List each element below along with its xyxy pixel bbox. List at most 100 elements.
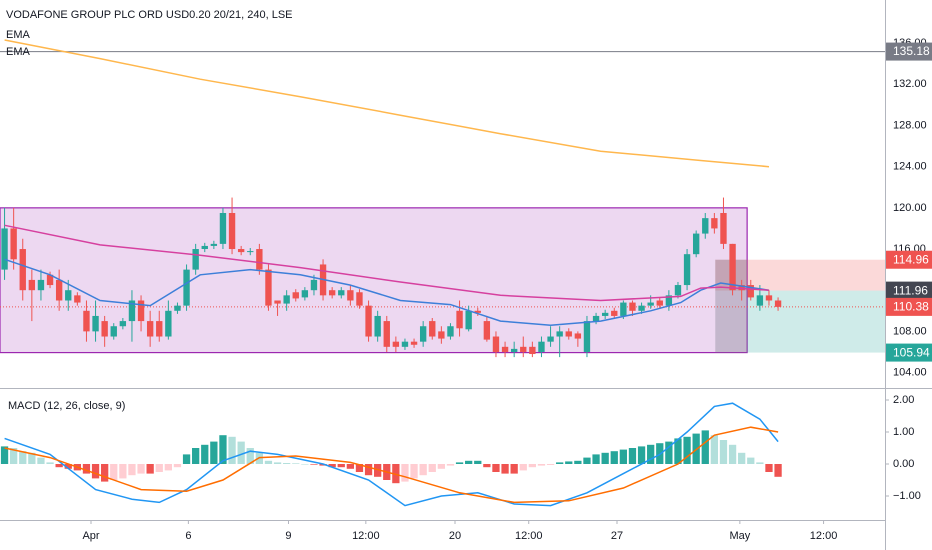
histogram-bar bbox=[528, 464, 537, 468]
x-tick-label: 6 bbox=[185, 530, 191, 542]
candle-body bbox=[165, 310, 172, 337]
histogram-bar bbox=[537, 464, 546, 466]
histogram-bar bbox=[210, 441, 218, 464]
candle-body bbox=[55, 279, 63, 301]
histogram-bar bbox=[201, 444, 209, 464]
x-tick-label: Apr bbox=[82, 530, 99, 542]
candle-body bbox=[429, 321, 436, 337]
histogram-bar bbox=[519, 464, 527, 471]
candle-body bbox=[520, 346, 527, 352]
candle-body bbox=[665, 295, 673, 306]
price-label-box bbox=[886, 297, 932, 316]
histogram-bar bbox=[292, 463, 300, 464]
candle-body bbox=[620, 302, 627, 316]
histogram-bar bbox=[765, 464, 773, 472]
histogram-bar bbox=[119, 464, 127, 479]
candle-body bbox=[647, 302, 654, 306]
histogram-bar bbox=[574, 460, 582, 464]
histogram-bar bbox=[246, 448, 254, 464]
price-label: 111.96 bbox=[893, 283, 928, 297]
candle-body bbox=[547, 336, 554, 342]
candle-body bbox=[501, 346, 509, 352]
candle-body bbox=[419, 326, 427, 342]
histogram-bar bbox=[28, 452, 36, 464]
histogram-bar bbox=[283, 463, 291, 464]
indicator-line bbox=[4, 39, 770, 168]
candle-body bbox=[401, 341, 409, 347]
candle-body bbox=[747, 285, 754, 298]
plot-area bbox=[0, 39, 885, 507]
histogram-bar bbox=[628, 448, 637, 464]
histogram-bar bbox=[401, 464, 409, 482]
price-label-box bbox=[886, 281, 932, 300]
histogram-bar bbox=[146, 464, 154, 474]
candle-body bbox=[702, 218, 709, 234]
candle-body bbox=[611, 310, 618, 316]
candle-body bbox=[92, 315, 99, 332]
legend-entry: EMA bbox=[6, 29, 31, 41]
indicator-line bbox=[4, 402, 779, 507]
histogram-bar bbox=[492, 464, 500, 472]
candle-body bbox=[310, 279, 318, 291]
histogram-bar bbox=[683, 436, 691, 464]
candle-body bbox=[137, 300, 145, 322]
x-tick-label: 27 bbox=[611, 530, 623, 542]
candle-body bbox=[601, 312, 609, 316]
candle-body bbox=[492, 336, 500, 352]
y-tick-label: 132.00 bbox=[893, 78, 927, 90]
histogram-bar bbox=[110, 464, 118, 480]
histogram-bar bbox=[674, 438, 682, 464]
candle-body bbox=[210, 243, 218, 246]
candle-body bbox=[465, 310, 472, 330]
candle-body bbox=[365, 305, 372, 337]
candle-body bbox=[219, 212, 227, 244]
candle-body bbox=[192, 249, 199, 270]
histogram-bar bbox=[565, 461, 573, 464]
indicator-line bbox=[4, 426, 779, 504]
histogram-bar bbox=[101, 464, 109, 482]
candle-body bbox=[183, 269, 190, 306]
histogram-bar bbox=[738, 452, 746, 464]
x-tick-label: 20 bbox=[449, 530, 461, 542]
histogram-bar bbox=[228, 436, 236, 464]
histogram-bar bbox=[428, 464, 436, 472]
candle-body bbox=[510, 348, 518, 352]
histogram-bar bbox=[137, 464, 145, 474]
candle-body bbox=[65, 290, 72, 301]
candle-body bbox=[529, 346, 536, 355]
x-tick-label: 12:00 bbox=[810, 530, 838, 542]
candle-body bbox=[28, 279, 36, 291]
candle-body bbox=[74, 295, 81, 303]
x-tick-label: 9 bbox=[285, 530, 291, 542]
candle-body bbox=[447, 326, 454, 337]
histogram-bar bbox=[310, 464, 318, 465]
candle-body bbox=[374, 315, 381, 337]
candle-body bbox=[19, 249, 26, 291]
histogram-bar bbox=[465, 460, 473, 464]
candle-body bbox=[556, 331, 563, 337]
histogram-bar bbox=[301, 464, 309, 465]
histogram-bar bbox=[273, 462, 282, 464]
candle-body bbox=[392, 341, 400, 347]
histogram-bar bbox=[46, 462, 54, 464]
candle-body bbox=[265, 269, 272, 306]
y-tick-label: 120.00 bbox=[893, 202, 927, 214]
candle-body bbox=[10, 228, 17, 260]
candle-body bbox=[110, 326, 117, 337]
candle-body bbox=[592, 315, 600, 322]
histogram-bar bbox=[637, 446, 646, 464]
candle-body bbox=[356, 292, 363, 306]
histogram-bar bbox=[665, 441, 673, 464]
price-label-box bbox=[886, 343, 932, 362]
histogram-bar bbox=[55, 464, 63, 468]
candle-body bbox=[383, 321, 390, 347]
candle-body bbox=[683, 254, 691, 286]
legend-entry: EMA bbox=[6, 46, 31, 58]
candle-body bbox=[83, 310, 90, 332]
histogram-bar bbox=[455, 462, 464, 464]
price-label: 110.38 bbox=[893, 300, 929, 314]
y-tick-label: 108.00 bbox=[893, 325, 927, 337]
histogram-bar bbox=[710, 435, 719, 464]
histogram-bar bbox=[410, 464, 418, 479]
